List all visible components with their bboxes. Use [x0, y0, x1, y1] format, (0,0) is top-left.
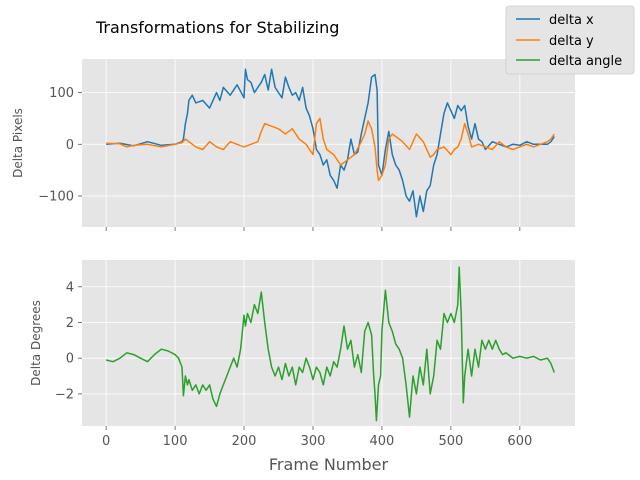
x-tick-label: 100	[163, 434, 188, 449]
top-panel-ylabel: Delta Pixels	[11, 108, 25, 178]
x-tick-label: 300	[301, 434, 326, 449]
top-panel-delta-pixels: −100 0 100 Delta Pixels	[11, 59, 575, 231]
bottom-panel-background	[82, 260, 575, 426]
series-line-delta-angle	[105, 266, 556, 422]
bottom-panel-grid	[82, 260, 575, 426]
bottom-y-tick-label: 2	[66, 316, 74, 331]
x-tick-label: 600	[507, 434, 532, 449]
legend-label-delta-y: delta y	[549, 34, 594, 49]
legend: delta x delta y delta angle	[505, 5, 635, 75]
top-panel-background	[82, 59, 575, 227]
series-line-delta-y	[106, 117, 555, 182]
bottom-panel-ylabel: Delta Degrees	[29, 300, 43, 386]
bottom-y-tick-label: −2	[55, 387, 74, 402]
bottom-panel-series	[105, 266, 556, 422]
top-y-tick-label: −100	[38, 189, 74, 204]
chart-title: Transformations for Stabilizing	[95, 18, 339, 37]
top-panel-x-ticks	[105, 227, 521, 231]
top-y-tick-label: 100	[49, 86, 74, 101]
x-tick-label: 0	[102, 434, 110, 449]
x-tick-label: 400	[370, 434, 395, 449]
bottom-panel-x-ticks: 0 100 200 300 400 500 600	[102, 426, 532, 449]
legend-label-delta-angle: delta angle	[549, 54, 622, 69]
x-tick-label: 500	[438, 434, 463, 449]
legend-label-delta-x: delta x	[549, 13, 594, 28]
bottom-panel-y-ticks: −2 0 2 4	[55, 280, 82, 402]
legend-box	[505, 5, 635, 75]
series-line-delta-x	[106, 68, 555, 218]
x-tick-label: 200	[232, 434, 257, 449]
bottom-y-tick-label: 0	[66, 352, 74, 367]
top-panel-y-ticks: −100 0 100	[38, 86, 82, 204]
top-panel-series	[106, 68, 555, 218]
bottom-y-tick-label: 4	[66, 280, 74, 295]
top-y-tick-label: 0	[66, 138, 74, 153]
bottom-panel-xlabel: Frame Number	[269, 455, 389, 474]
